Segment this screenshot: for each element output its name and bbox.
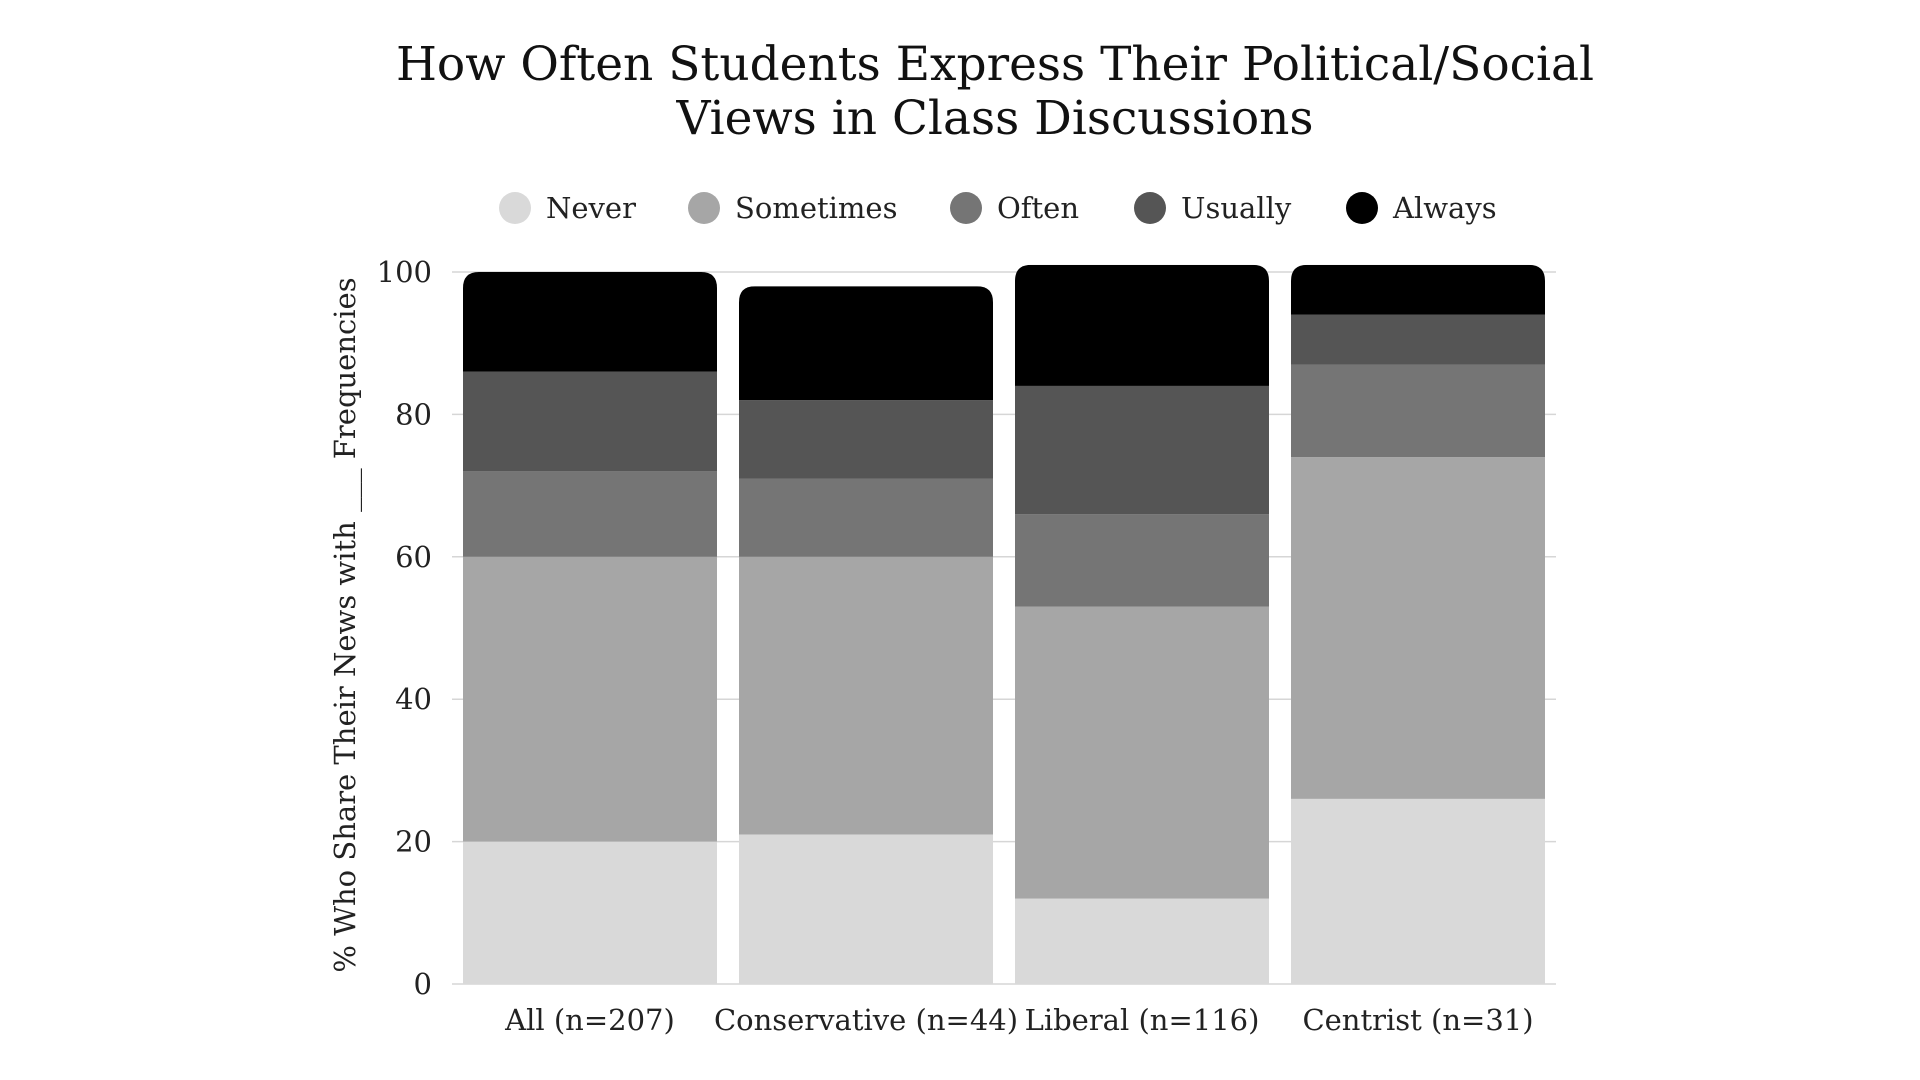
bars bbox=[463, 264, 1545, 984]
x-tick-label-0: All (n=207) bbox=[504, 1003, 675, 1037]
y-tick-label-100: 100 bbox=[377, 255, 432, 289]
bar-segment-sometimes-1 bbox=[739, 556, 993, 835]
legend-label-always: Always bbox=[1392, 191, 1497, 225]
y-axis-ticks: 0 20 40 60 80 100 bbox=[377, 255, 432, 1001]
bar-stack-1 bbox=[739, 286, 993, 984]
bar-segment-always-1 bbox=[739, 286, 993, 401]
x-tick-label-3: Centrist (n=31) bbox=[1302, 1003, 1533, 1037]
legend-label-often: Often bbox=[997, 191, 1079, 225]
y-tick-label-20: 20 bbox=[395, 825, 432, 859]
legend-item-usually: Usually bbox=[1134, 191, 1292, 225]
bar-segment-sometimes-2 bbox=[1015, 606, 1269, 899]
x-axis-ticks: All (n=207) Conservative (n=44) Liberal (n… bbox=[504, 1003, 1533, 1037]
y-tick-label-60: 60 bbox=[395, 540, 432, 574]
bar-segment-usually-1 bbox=[739, 400, 993, 479]
y-tick-label-80: 80 bbox=[395, 397, 432, 431]
bar-segment-often-1 bbox=[739, 478, 993, 557]
x-tick-label-1: Conservative (n=44) bbox=[714, 1003, 1018, 1037]
bar-segment-usually-2 bbox=[1015, 385, 1269, 515]
x-tick-label-2: Liberal (n=116) bbox=[1025, 1003, 1260, 1037]
legend-label-sometimes: Sometimes bbox=[735, 191, 897, 225]
bar-segment-never-1 bbox=[739, 834, 993, 984]
bar-segment-always-3 bbox=[1291, 264, 1545, 315]
bar-stack-0 bbox=[463, 272, 717, 984]
chart-title-line-2: Views in Class Discussions bbox=[675, 91, 1313, 146]
chart-title: How Often Students Express Their Politic… bbox=[396, 37, 1594, 146]
bar-segment-usually-3 bbox=[1291, 314, 1545, 365]
legend-label-usually: Usually bbox=[1181, 191, 1292, 225]
bar-stack-3 bbox=[1291, 264, 1545, 984]
bar-segment-always-0 bbox=[463, 272, 717, 372]
y-tick-label-0: 0 bbox=[414, 967, 432, 1001]
bar-segment-often-0 bbox=[463, 471, 717, 557]
bar-segment-sometimes-3 bbox=[1291, 457, 1545, 799]
bar-segment-often-2 bbox=[1015, 514, 1269, 607]
legend-swatch-sometimes bbox=[688, 192, 720, 224]
bar-segment-never-0 bbox=[463, 841, 717, 984]
legend-label-never: Never bbox=[546, 191, 636, 225]
bar-segment-usually-0 bbox=[463, 371, 717, 472]
legend: Never Sometimes Often Usually Always bbox=[499, 191, 1497, 225]
y-tick-label-40: 40 bbox=[395, 682, 432, 716]
bar-segment-always-2 bbox=[1015, 264, 1269, 386]
bar-segment-often-3 bbox=[1291, 364, 1545, 458]
bar-segment-never-2 bbox=[1015, 898, 1269, 984]
legend-item-never: Never bbox=[499, 191, 636, 225]
legend-item-sometimes: Sometimes bbox=[688, 191, 897, 225]
legend-swatch-never bbox=[499, 192, 531, 224]
legend-item-often: Often bbox=[950, 191, 1079, 225]
bar-segment-never-3 bbox=[1291, 798, 1545, 984]
y-axis-label: % Who Share Their News with ___ Frequenc… bbox=[328, 277, 363, 972]
legend-swatch-always bbox=[1346, 192, 1378, 224]
chart-title-line-1: How Often Students Express Their Politic… bbox=[396, 37, 1594, 92]
legend-swatch-usually bbox=[1134, 192, 1166, 224]
bar-stack-2 bbox=[1015, 264, 1269, 984]
legend-item-always: Always bbox=[1346, 191, 1497, 225]
legend-swatch-often bbox=[950, 192, 982, 224]
bar-segment-sometimes-0 bbox=[463, 556, 717, 842]
